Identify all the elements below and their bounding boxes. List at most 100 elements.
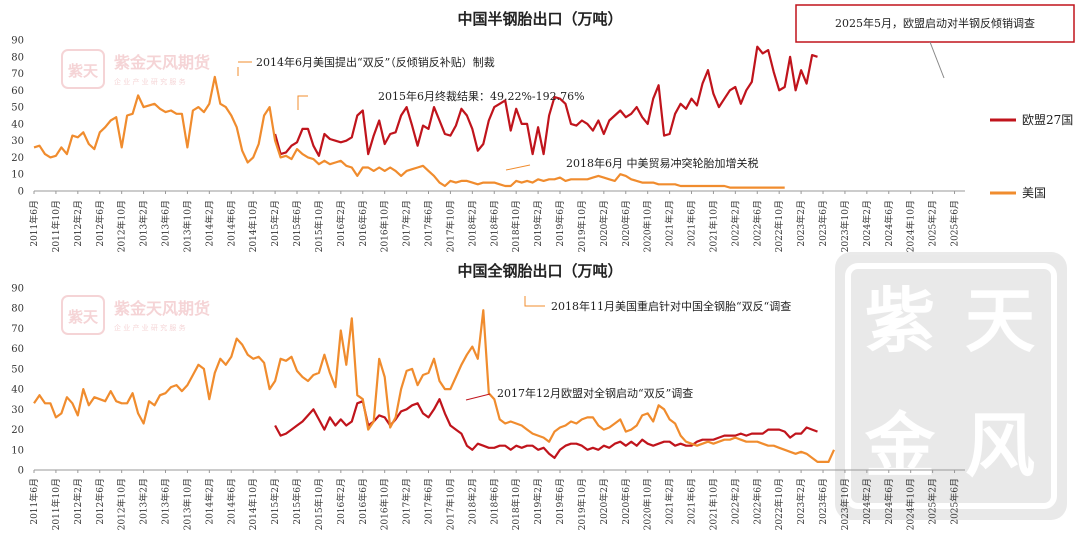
y-tick-label: 0 xyxy=(18,187,24,198)
x-tick-label: 2016年2月 xyxy=(335,200,347,247)
x-tick-label: 2017年6月 xyxy=(423,478,435,525)
x-tick-label: 2014年2月 xyxy=(203,478,215,525)
x-tick-label: 2014年10月 xyxy=(247,478,259,530)
x-tick-label: 2023年6月 xyxy=(817,478,829,525)
annotation-leader xyxy=(929,41,945,79)
x-tick-label: 2016年6月 xyxy=(357,478,369,525)
legend: 欧盟27国 美国 xyxy=(990,113,1073,200)
x-tick-label: 2023年2月 xyxy=(795,200,807,247)
series-line-us xyxy=(33,75,785,189)
annotation-2025-eu-investigation: 2025年5月，欧盟启动对半钢反倾销调查 xyxy=(835,16,1035,30)
y-tick-label: 70 xyxy=(11,69,24,80)
x-tick-label: 2014年2月 xyxy=(203,200,215,247)
x-tick-label: 2024年2月 xyxy=(861,478,873,525)
x-tick-label: 2018年2月 xyxy=(466,478,478,525)
chart-title: 中国半钢胎出口（万吨） xyxy=(457,10,622,28)
annotation-2018-trade-conflict: 2018年6月 中美贸易冲突轮胎加增关税 xyxy=(566,156,759,170)
x-tick-label: 2024年10月 xyxy=(905,200,917,252)
x-tick-label: 2015年10月 xyxy=(313,478,325,530)
x-tick-label: 2013年6月 xyxy=(160,478,172,525)
y-axis: 0 10 20 30 40 50 60 70 80 90 xyxy=(11,284,24,477)
brand-tagline: 企 业 产 业 研 究 服 务 xyxy=(114,77,186,86)
x-tick-label: 2019年10月 xyxy=(576,200,588,252)
x-tick-label: 2013年2月 xyxy=(138,478,150,525)
x-tick-label: 2022年6月 xyxy=(751,200,763,247)
x-tick-label: 2020年6月 xyxy=(620,200,632,247)
x-tick-label: 2015年6月 xyxy=(291,478,303,525)
chart-title: 中国全钢胎出口（万吨） xyxy=(457,262,622,280)
x-tick-label: 2025年2月 xyxy=(927,200,939,247)
x-tick-label: 2017年10月 xyxy=(444,478,456,530)
y-tick-label: 20 xyxy=(11,153,24,164)
x-tick-label: 2016年10月 xyxy=(379,478,391,530)
x-tick-label: 2013年10月 xyxy=(181,200,193,252)
x-tick-label: 2015年10月 xyxy=(313,200,325,252)
x-tick-label: 2019年6月 xyxy=(554,200,566,247)
x-tick-label: 2012年2月 xyxy=(72,200,84,247)
y-tick-label: 90 xyxy=(11,284,24,295)
x-tick-label: 2025年6月 xyxy=(949,200,961,247)
x-tick-label: 2011年6月 xyxy=(28,478,40,525)
y-tick-label: 40 xyxy=(11,385,24,396)
x-tick-label: 2020年10月 xyxy=(642,200,654,252)
x-tick-label: 2015年6月 xyxy=(291,200,303,247)
x-tick-label: 2016年10月 xyxy=(379,200,391,252)
x-tick-label: 2022年6月 xyxy=(751,478,763,525)
x-tick-label: 2017年6月 xyxy=(423,200,435,247)
svg-text:紫天: 紫天 xyxy=(68,62,99,80)
x-tick-label: 2021年2月 xyxy=(664,478,676,525)
seal-watermark-large: 紫 天 金 风 xyxy=(835,252,1067,520)
series-lines xyxy=(33,45,818,189)
x-tick-label: 2018年6月 xyxy=(488,478,500,525)
x-tick-label: 2020年2月 xyxy=(598,478,610,525)
x-tick-label: 2012年6月 xyxy=(94,478,106,525)
annotation-2018-us-restart: 2018年11月美国重启针对中国全钢胎“双反“调查 xyxy=(551,299,791,313)
x-tick-label: 2015年2月 xyxy=(269,200,281,247)
x-tick-label: 2017年10月 xyxy=(444,200,456,252)
x-tick-label: 2025年2月 xyxy=(927,478,939,525)
x-tick-label: 2014年10月 xyxy=(247,200,259,252)
x-tick-label: 2020年6月 xyxy=(620,478,632,525)
x-tick-label: 2012年6月 xyxy=(94,200,106,247)
x-tick-label: 2019年2月 xyxy=(532,478,544,525)
seal-char-4: 风 xyxy=(965,405,1035,487)
series-line-eu27 xyxy=(274,45,818,157)
annotation-leader xyxy=(505,164,531,171)
annotation-leader xyxy=(524,296,545,307)
annotation-box-2025 xyxy=(795,4,1075,43)
annotation-leader xyxy=(465,393,491,401)
x-tick-label: 2011年6月 xyxy=(28,200,40,247)
svg-text:紫天: 紫天 xyxy=(68,308,99,326)
seal-char-2: 天 xyxy=(965,280,1035,362)
x-tick-label: 2024年2月 xyxy=(861,200,873,247)
y-tick-label: 10 xyxy=(11,445,24,456)
seal-char-3: 金 xyxy=(864,405,936,487)
brand-tagline-bottom: 企 业 产 业 研 究 服 务 xyxy=(114,323,186,332)
y-tick-label: 0 xyxy=(18,466,24,477)
brand-name-bottom: 紫金天风期货 xyxy=(114,299,210,318)
legend-label-us: 美国 xyxy=(1022,186,1046,200)
x-axis: 2011年6月 2011年10月 2012年2月 2012年6月 2012年10月 201… xyxy=(28,191,961,252)
y-tick-label: 30 xyxy=(11,136,24,147)
x-tick-label: 2012年10月 xyxy=(116,478,128,530)
series-lines xyxy=(33,309,836,463)
brand-name: 紫金天风期货 xyxy=(114,53,210,72)
y-axis: 0 10 20 30 40 50 60 70 80 90 xyxy=(11,36,24,198)
x-tick-label: 2021年6月 xyxy=(686,200,698,247)
x-axis: 2011年6月 2011年10月 2012年2月 2012年6月 2012年10月 201… xyxy=(28,470,961,530)
x-tick-label: 2021年10月 xyxy=(707,200,719,252)
x-tick-label: 2016年6月 xyxy=(357,200,369,247)
y-tick-label: 70 xyxy=(11,324,24,335)
x-tick-label: 2019年6月 xyxy=(554,478,566,525)
annotation-2017-eu-investigation: 2017年12月欧盟对全钢启动“双反”调查 xyxy=(497,386,693,400)
x-tick-label: 2017年2月 xyxy=(401,200,413,247)
y-tick-label: 50 xyxy=(11,364,24,375)
x-tick-label: 2021年2月 xyxy=(664,200,676,247)
x-tick-label: 2014年6月 xyxy=(225,200,237,247)
x-tick-label: 2018年2月 xyxy=(466,200,478,247)
x-tick-label: 2012年2月 xyxy=(72,478,84,525)
series-line-us xyxy=(33,309,836,463)
x-tick-label: 2011年10月 xyxy=(50,478,62,530)
